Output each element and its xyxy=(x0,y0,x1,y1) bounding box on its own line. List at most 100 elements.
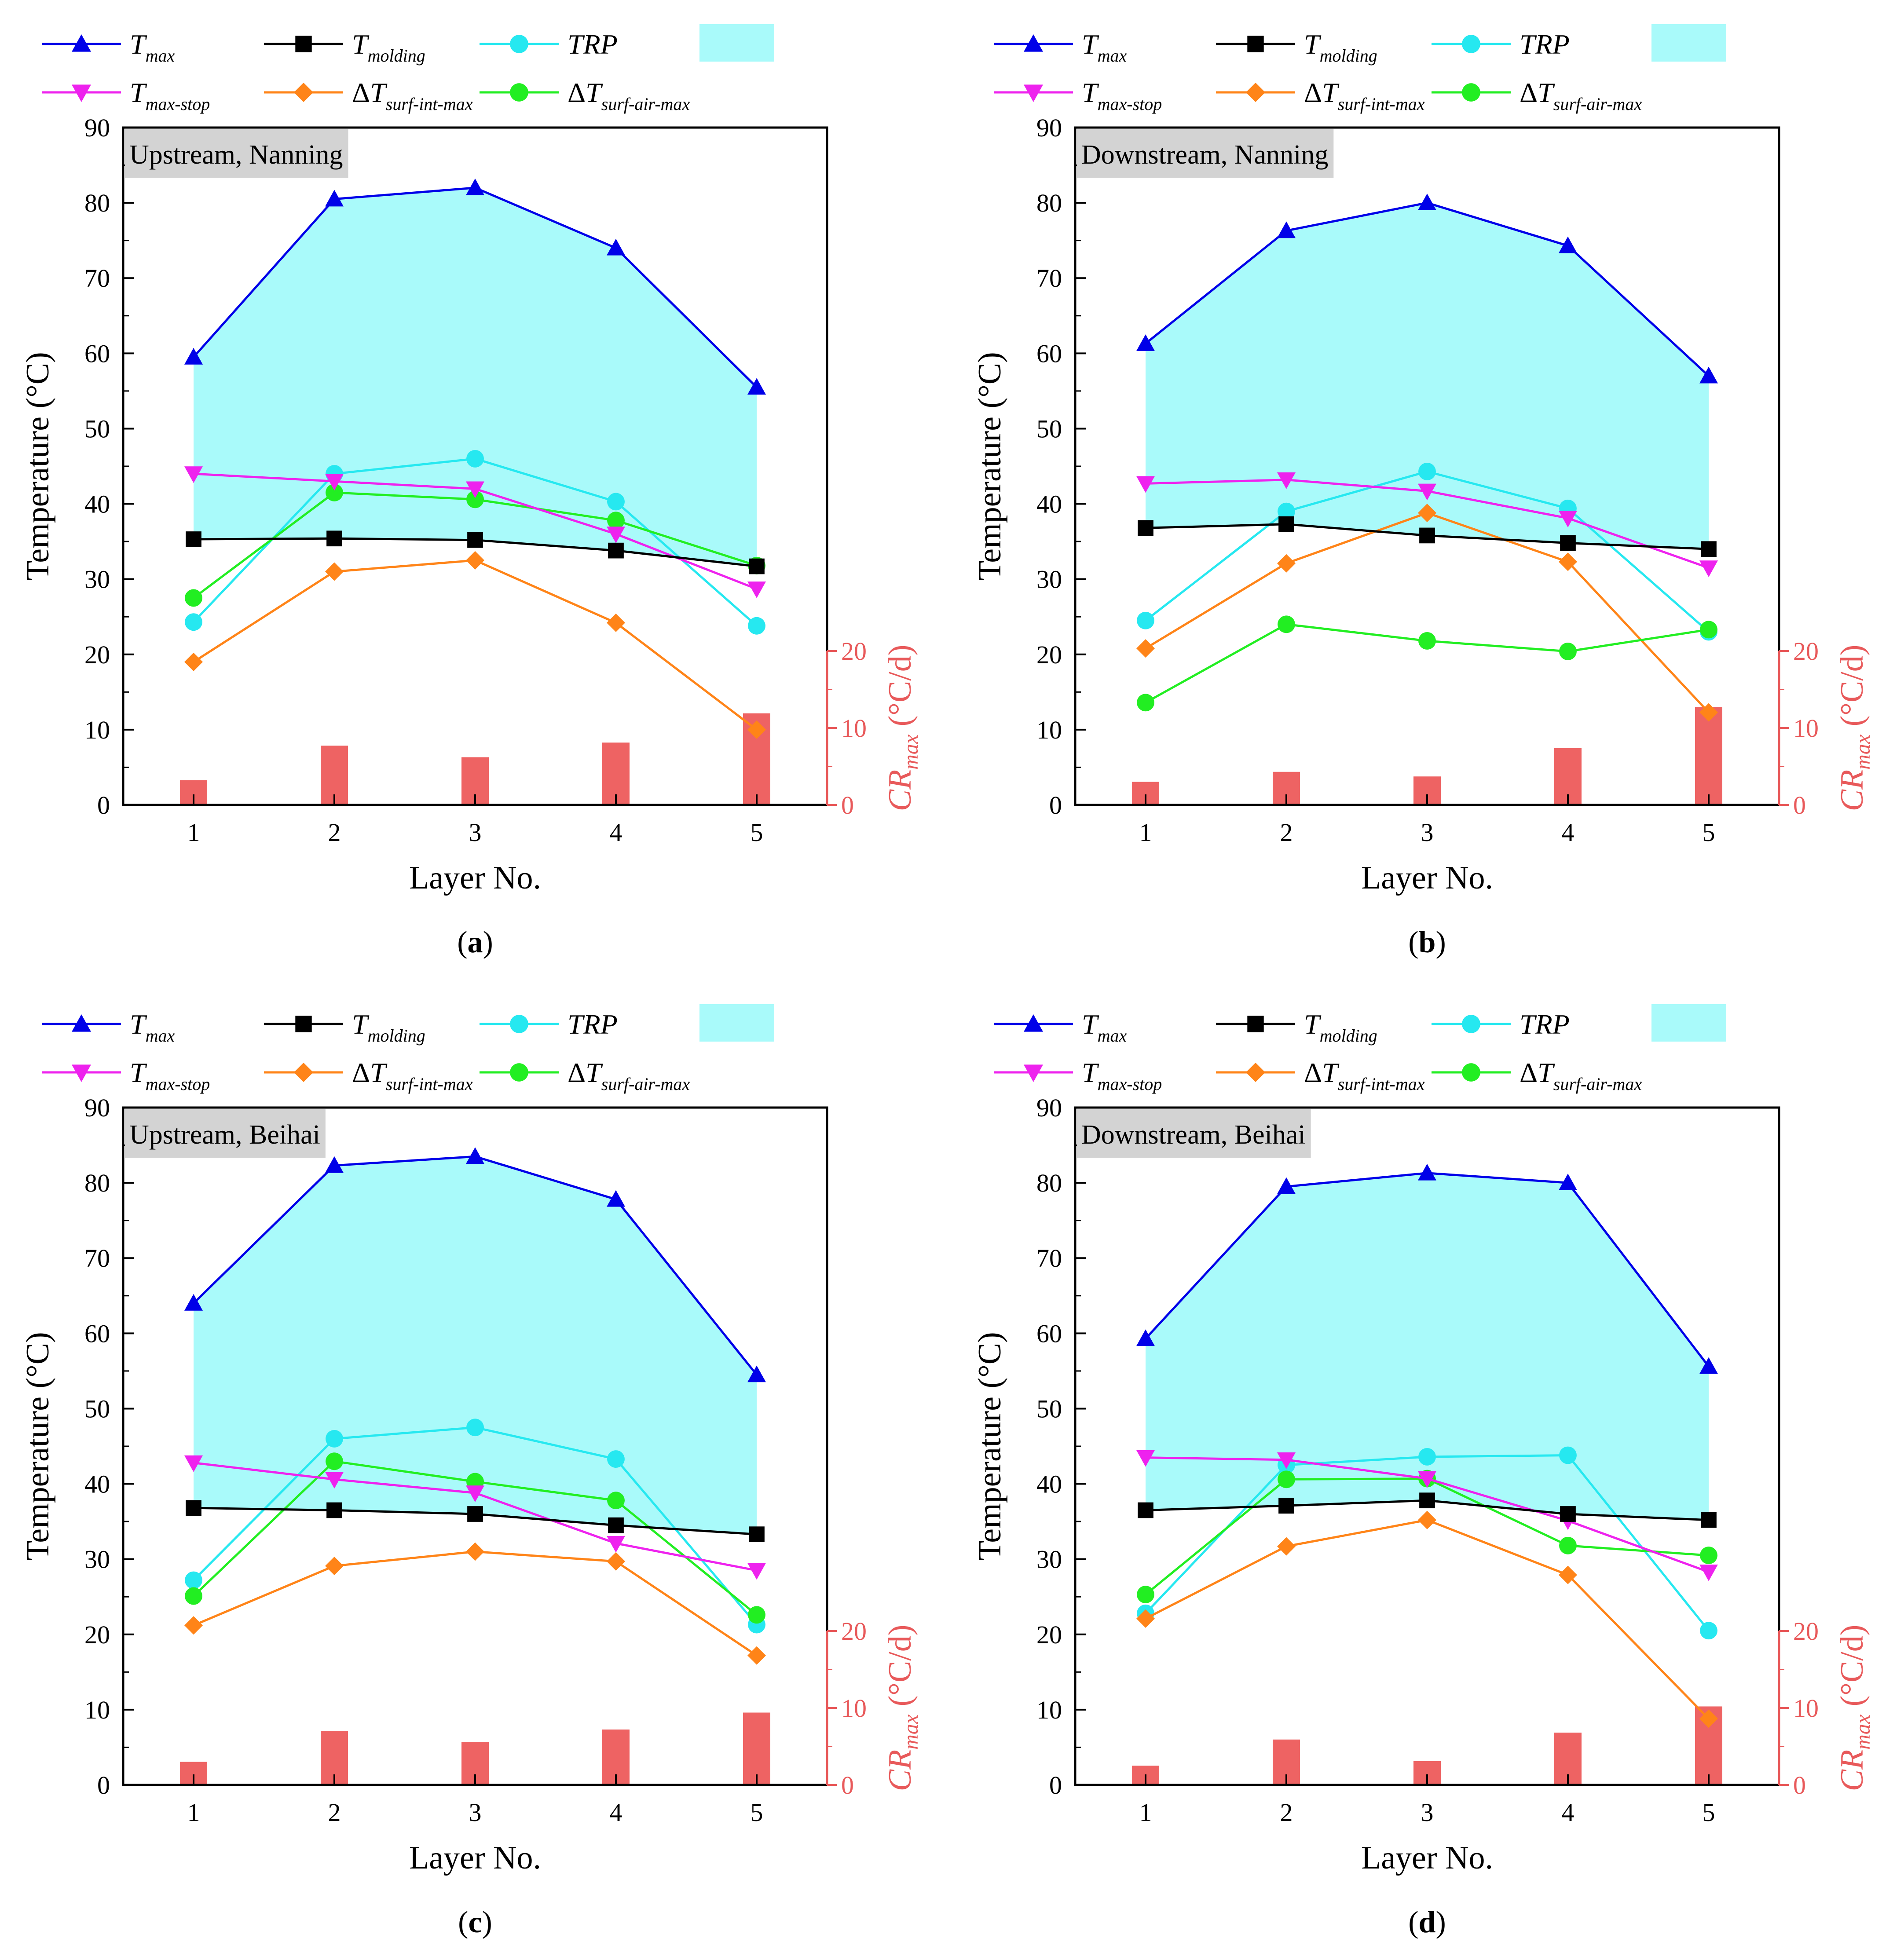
y-tick-label: 90 xyxy=(84,113,110,142)
point-tmax-1 xyxy=(184,347,203,365)
legend-label: Tmax-stop xyxy=(1082,77,1162,114)
y-tick-label: 50 xyxy=(84,414,110,443)
y-tick-label: 70 xyxy=(84,264,110,293)
series-tmaxstop xyxy=(184,1455,766,1580)
point-tmaxstop-2 xyxy=(1277,472,1296,489)
point-tmaxstop-2 xyxy=(325,1472,344,1489)
panel-title: Upstream, Nanning xyxy=(129,140,343,170)
cr-tick-label: 20 xyxy=(1793,637,1819,666)
y-tick-label: 20 xyxy=(1036,1620,1062,1649)
y-tick-label: 0 xyxy=(1049,791,1062,819)
point-trp-4 xyxy=(607,493,625,511)
y-tick-label: 50 xyxy=(1036,1394,1062,1423)
panel-title-box: Downstream, Nanning xyxy=(1077,129,1334,178)
legend-marker xyxy=(1247,36,1264,52)
legend-label: Tmolding xyxy=(1304,29,1377,66)
legend-item-dtsurfint: ΔTsurf-int-max xyxy=(264,1057,473,1094)
series-line-dtsurfint xyxy=(193,559,758,731)
series-tmolding xyxy=(1138,516,1717,557)
legend-item-dtsurfint: ΔTsurf-int-max xyxy=(1216,1057,1425,1094)
panel-title-box: Upstream, Beihai xyxy=(125,1109,326,1158)
y-tick-label: 30 xyxy=(1036,1545,1062,1574)
point-tmax-3 xyxy=(1418,1163,1436,1181)
point-dtsurfair-4 xyxy=(1559,1536,1577,1554)
y-axis: 0 10 20 30 40 50 60 70 80 90 xyxy=(1036,113,1086,819)
cr-bars xyxy=(1132,707,1722,805)
panel-title-box: Upstream, Nanning xyxy=(125,129,348,178)
series-dtsurfint xyxy=(1136,504,1718,722)
y-tick-label: 20 xyxy=(84,640,110,669)
legend-item-tmaxstop: Tmax-stop xyxy=(42,77,210,114)
point-trp-4 xyxy=(607,1450,625,1468)
legend-marker xyxy=(294,1063,313,1082)
point-dtsurfint-5 xyxy=(747,1646,766,1665)
legend-label: ΔTsurf-air-max xyxy=(568,77,690,114)
point-dtsurfint-4 xyxy=(1559,552,1577,571)
point-tmolding-2 xyxy=(326,1502,342,1518)
y-tick-label: 0 xyxy=(97,791,110,819)
point-trp-4 xyxy=(1559,1446,1577,1464)
y-tick-label: 70 xyxy=(84,1244,110,1273)
point-tmolding-5 xyxy=(749,558,765,574)
y-tick-label: 80 xyxy=(1036,189,1062,217)
y-tick-label: 40 xyxy=(84,490,110,519)
y-tick-label: 60 xyxy=(1036,1319,1062,1348)
bar-cr-layer-5 xyxy=(743,1712,770,1785)
chart-panel-a: Tmax Tmolding TRP Tmax-stop ΔTsurf-int-max ΔT… xyxy=(20,24,923,959)
legend-marker xyxy=(510,35,528,53)
cr-tick-label: 10 xyxy=(1793,1694,1819,1722)
x-tick-label: 5 xyxy=(1703,1798,1715,1827)
point-dtsurfint-1 xyxy=(184,652,203,671)
x-tick-label: 2 xyxy=(1280,818,1293,847)
point-dtsurfair-5 xyxy=(748,1606,765,1624)
point-dtsurfint-3 xyxy=(1418,504,1436,523)
point-tmaxstop-2 xyxy=(1277,1452,1296,1469)
y-tick-label: 10 xyxy=(84,716,110,744)
point-tmaxstop-1 xyxy=(184,466,203,483)
point-trp-2 xyxy=(326,1430,343,1448)
point-tmaxstop-4 xyxy=(607,527,625,543)
point-tmolding-2 xyxy=(1278,516,1294,532)
point-tmax-4 xyxy=(607,1190,625,1207)
panel-caption: (c) xyxy=(458,1905,492,1939)
point-dtsurfair-3 xyxy=(466,490,484,508)
point-trp-2 xyxy=(1278,502,1295,520)
series-dtsurfair xyxy=(1137,615,1717,712)
x-axis: 1 2 3 4 5 xyxy=(187,1774,763,1827)
panel-title-bg xyxy=(125,129,348,178)
x-tick-label: 4 xyxy=(610,818,622,847)
x-tick-label: 2 xyxy=(328,818,341,847)
legend-item-tmax: Tmax xyxy=(42,1009,175,1046)
point-tmaxstop-3 xyxy=(466,1485,484,1503)
point-tmax-5 xyxy=(1699,366,1718,384)
x-tick-label: 4 xyxy=(1562,818,1574,847)
y-tick-label: 10 xyxy=(84,1696,110,1724)
y-tick-label: 0 xyxy=(97,1771,110,1799)
legend-label: TRP xyxy=(1520,1009,1570,1040)
series-tmaxstop xyxy=(184,466,766,598)
point-dtsurfint-5 xyxy=(747,720,766,739)
legend-label: Tmax xyxy=(130,1009,175,1046)
point-tmolding-5 xyxy=(749,1526,765,1543)
point-tmax-1 xyxy=(1136,1329,1155,1346)
legend-item-dtsurfair: ΔTsurf-air-max xyxy=(480,77,690,114)
point-tmaxstop-1 xyxy=(1136,476,1155,493)
point-dtsurfint-3 xyxy=(466,551,484,570)
x-tick-label: 2 xyxy=(328,1798,341,1827)
panel-caption: (a) xyxy=(457,925,493,959)
legend-item-trp: TRP xyxy=(1432,1009,1570,1040)
cr-bars xyxy=(180,713,770,805)
legend-item-dtsurfair: ΔTsurf-air-max xyxy=(480,1057,690,1094)
x-tick-label: 3 xyxy=(469,818,482,847)
x-axis-title: Layer No. xyxy=(1361,1840,1493,1876)
x-tick-label: 1 xyxy=(1139,1798,1152,1827)
point-dtsurfair-5 xyxy=(1700,1547,1717,1565)
point-tmaxstop-5 xyxy=(1699,560,1718,577)
x-tick-label: 5 xyxy=(751,1798,763,1827)
legend-band-swatch xyxy=(1651,1004,1726,1042)
legend-label: TRP xyxy=(568,1009,618,1040)
panel-title: Downstream, Nanning xyxy=(1081,140,1328,170)
point-dtsurfair-3 xyxy=(1418,632,1436,650)
point-tmolding-2 xyxy=(1278,1498,1294,1514)
legend-band-swatch xyxy=(1651,24,1726,62)
